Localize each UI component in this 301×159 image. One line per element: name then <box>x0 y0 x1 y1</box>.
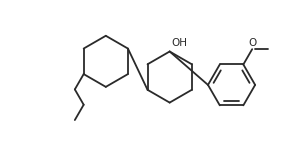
Text: OH: OH <box>172 38 188 48</box>
Text: O: O <box>248 38 256 48</box>
